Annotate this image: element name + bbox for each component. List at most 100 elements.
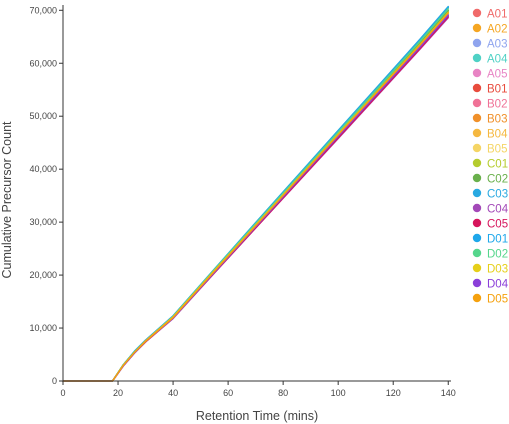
series-line-c01[interactable]: [62, 9, 449, 382]
series-line-c03[interactable]: [62, 5, 449, 382]
x-tick-label: 40: [168, 388, 178, 398]
x-tick-label: 80: [278, 388, 288, 398]
legend-swatch: [472, 248, 482, 258]
legend-item-d05[interactable]: D05: [472, 293, 508, 306]
legend-label: B01: [487, 84, 507, 96]
legend-swatch: [472, 68, 482, 78]
legend-label: C02: [487, 174, 508, 186]
legend-swatch: [472, 218, 482, 228]
series-line-d04[interactable]: [62, 14, 449, 382]
legend-swatch: [472, 8, 482, 18]
legend-item-d04[interactable]: D04: [472, 278, 509, 291]
legend-swatch: [472, 203, 482, 213]
series-line-d03[interactable]: [62, 11, 449, 382]
legend-label: D04: [487, 279, 509, 291]
axes: 0 20 40 60 80 100 120 140 0 10,000 20,000 30,000 40,…: [29, 5, 456, 398]
legend-swatch: [472, 53, 482, 63]
x-tick-label: 120: [386, 388, 401, 398]
legend-swatch: [472, 23, 482, 33]
legend-swatch: [472, 113, 482, 123]
series-line-c02[interactable]: [62, 10, 449, 382]
y-tick-label: 70,000: [29, 5, 57, 15]
y-tick-label: 30,000: [29, 217, 57, 227]
legend-label: D03: [487, 264, 508, 276]
legend-label: C05: [487, 219, 508, 231]
legend-item-a02[interactable]: A02: [472, 23, 508, 36]
series-line-d02[interactable]: [62, 7, 449, 382]
series-line-d01[interactable]: [62, 6, 449, 382]
x-tick-label: 60: [223, 388, 233, 398]
y-tick-label: 50,000: [29, 111, 57, 121]
series-line-a02[interactable]: [62, 11, 449, 382]
legend-swatch: [472, 38, 482, 48]
series-line-b03[interactable]: [62, 10, 449, 382]
legend-item-d02[interactable]: D02: [472, 248, 508, 261]
series-line-b02[interactable]: [62, 13, 449, 382]
legend-item-c01[interactable]: C01: [472, 158, 508, 171]
x-axis-title: Retention Time (mins): [196, 409, 318, 423]
legend-label: A04: [487, 54, 508, 66]
legend[interactable]: A01 A02 A03 A04 A05 B01 B02 B03 B04 B05 C01 C02 C03 C…: [472, 8, 509, 306]
legend-item-c05[interactable]: C05: [472, 218, 508, 231]
legend-swatch: [472, 83, 482, 93]
x-tick-label: 100: [331, 388, 346, 398]
legend-label: C01: [487, 159, 508, 171]
legend-swatch: [472, 188, 482, 198]
legend-item-b02[interactable]: B02: [472, 98, 508, 111]
legend-item-a05[interactable]: A05: [472, 68, 508, 81]
legend-item-b01[interactable]: B01: [472, 83, 508, 96]
legend-label: D05: [487, 294, 508, 306]
legend-item-b03[interactable]: B03: [472, 113, 508, 126]
legend-item-c02[interactable]: C02: [472, 173, 508, 186]
legend-item-a03[interactable]: A03: [472, 38, 508, 51]
legend-swatch: [472, 233, 482, 243]
legend-swatch: [472, 263, 482, 273]
legend-swatch: [472, 98, 482, 108]
y-tick-label: 60,000: [29, 58, 57, 68]
legend-swatch: [472, 293, 482, 303]
legend-label: A01: [487, 9, 507, 21]
legend-label: A05: [487, 69, 507, 81]
legend-label: D01: [487, 234, 508, 246]
legend-item-b05[interactable]: B05: [472, 143, 508, 156]
x-tick-label: 20: [113, 388, 123, 398]
series-line-b05[interactable]: [62, 12, 449, 382]
x-tick-label: 0: [60, 388, 65, 398]
legend-label: A03: [487, 39, 507, 51]
legend-item-c04[interactable]: C04: [472, 203, 509, 216]
y-axis-title: Cumulative Precursor Count: [0, 121, 14, 279]
legend-item-c03[interactable]: C03: [472, 188, 508, 201]
series-line-a04[interactable]: [62, 6, 449, 382]
legend-label: B04: [487, 129, 508, 141]
legend-label: C03: [487, 189, 508, 201]
legend-label: C04: [487, 204, 509, 216]
series-line-b04[interactable]: [62, 11, 449, 382]
legend-item-b04[interactable]: B04: [472, 128, 508, 141]
legend-item-a04[interactable]: A04: [472, 53, 508, 66]
y-tick-label: 40,000: [29, 164, 57, 174]
legend-swatch: [472, 158, 482, 168]
series-line-a03[interactable]: [62, 9, 449, 382]
y-tick-label: 20,000: [29, 270, 57, 280]
legend-label: B03: [487, 114, 507, 126]
legend-swatch: [472, 173, 482, 183]
series-line-a01[interactable]: [62, 13, 449, 382]
legend-label: D02: [487, 249, 508, 261]
series-lines: [62, 5, 449, 382]
legend-label: A02: [487, 24, 507, 36]
legend-label: B05: [487, 144, 507, 156]
legend-item-d01[interactable]: D01: [472, 233, 508, 246]
legend-swatch: [472, 128, 482, 138]
legend-item-d03[interactable]: D03: [472, 263, 508, 276]
series-line-d05[interactable]: [62, 12, 449, 382]
series-line-a05[interactable]: [62, 12, 449, 382]
x-tick-label: 140: [441, 388, 456, 398]
legend-label: B02: [487, 99, 507, 111]
legend-item-a01[interactable]: A01: [472, 8, 508, 21]
y-tick-label: 10,000: [29, 323, 57, 333]
legend-swatch: [472, 143, 482, 153]
y-tick-label: 0: [52, 376, 57, 386]
series-line-b01[interactable]: [62, 14, 449, 382]
legend-swatch: [472, 278, 482, 288]
